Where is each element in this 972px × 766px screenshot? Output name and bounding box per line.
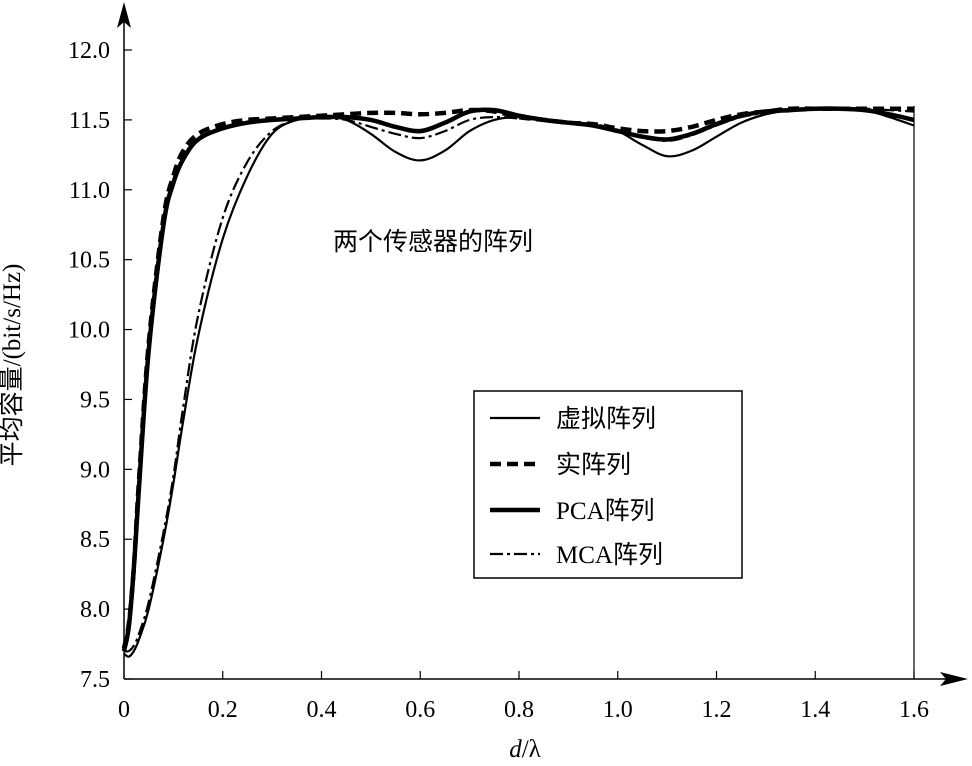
legend-box [473, 390, 743, 579]
x-tick-label: 0.8 [504, 697, 534, 723]
y-tick-label: 12.0 [68, 38, 110, 64]
x-tick-label: 0.2 [208, 697, 238, 723]
y-tick-label: 10.5 [68, 248, 110, 274]
x-tick-label: 0.6 [405, 697, 435, 723]
x-tick-label: 1.2 [702, 697, 732, 723]
y-tick-label: 7.5 [80, 667, 110, 693]
series-line-1 [121, 106, 914, 649]
x-tick-label: 0.4 [307, 697, 337, 723]
legend-label-2: PCA阵列 [556, 497, 655, 525]
y-tick-label: 8.0 [80, 597, 110, 623]
axes [117, 2, 968, 686]
chart-annotation: 两个传感器的阵列 [333, 228, 533, 256]
y-tick-label: 9.0 [80, 457, 110, 483]
y-axis-label: 平均容量/(bit/s/Hz) [0, 264, 26, 467]
y-tick-label: 10.0 [68, 318, 110, 344]
legend-label-1: 实阵列 [556, 451, 631, 479]
x-axis-arrowhead [940, 672, 968, 686]
x-axis-label: d/λ [509, 736, 541, 763]
y-tick-label: 11.5 [69, 108, 110, 134]
series-line-0 [123, 107, 915, 658]
series-line-3 [123, 107, 915, 653]
x-tick-label: 1.0 [603, 697, 633, 723]
x-axis-label-rest: /λ [522, 736, 541, 763]
x-axis-label-italic: d [509, 736, 522, 763]
legend-label-3: MCA阵列 [556, 541, 663, 569]
y-tick-label: 9.5 [80, 387, 110, 413]
y-tick-label: 8.5 [80, 527, 110, 553]
legend-label-0: 虚拟阵列 [556, 405, 656, 433]
ticks: 0 0.2 0.4 0.6 0.8 1.0 1.2 1.4 1.6 7.5 8.0 8.5 9.0 9.5… [68, 38, 929, 723]
y-tick-label: 11.0 [69, 178, 110, 204]
series-lines [121, 106, 915, 658]
x-tick-label: 1.6 [899, 697, 929, 723]
y-axis-arrowhead [117, 2, 131, 28]
x-tick-label: 1.4 [800, 697, 830, 723]
x-tick-label: 0 [118, 697, 130, 723]
